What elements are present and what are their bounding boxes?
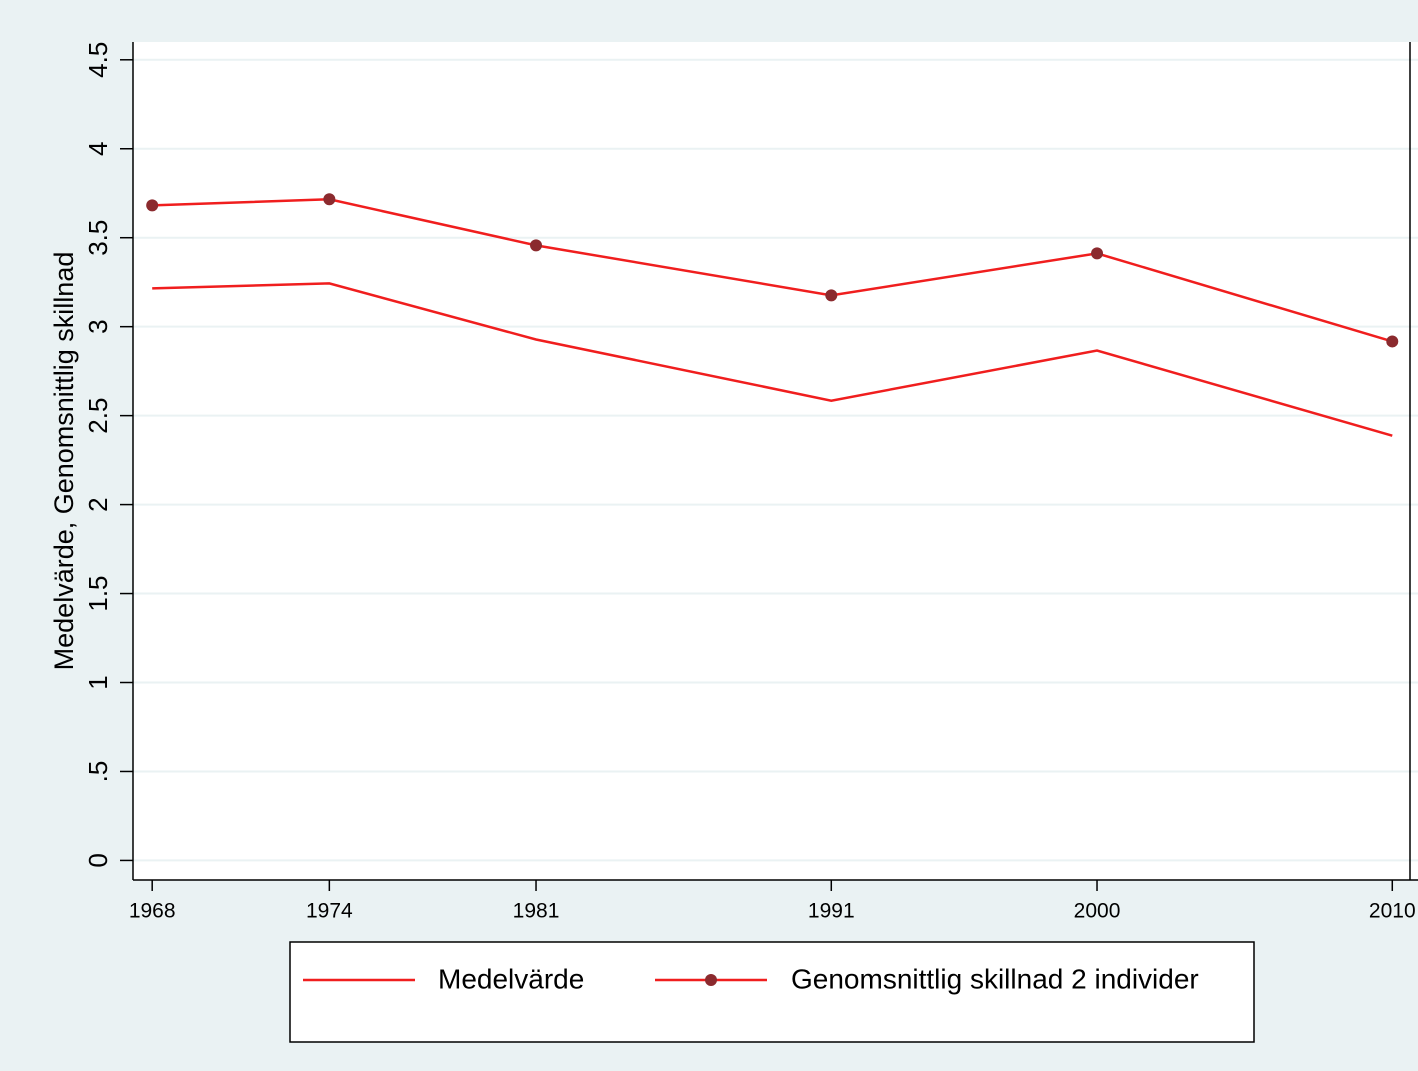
- series-line: [152, 282, 1393, 437]
- x-tick-label: 1981: [513, 900, 560, 923]
- y-tick-label: 4: [83, 142, 113, 156]
- series-line: [152, 198, 1393, 343]
- point: [825, 289, 838, 302]
- x-tick-label: 2010: [1369, 900, 1416, 923]
- y-tick-label: 2: [83, 497, 113, 511]
- legend-label: Genomsnittlig skillnad 2 individer: [791, 963, 1199, 994]
- y-tick-label: 3.5: [83, 220, 113, 256]
- point: [1386, 335, 1399, 348]
- plot-area: [133, 42, 1418, 880]
- point: [1091, 247, 1104, 260]
- legend: [289, 941, 1255, 1043]
- y-tick-label: .5: [83, 761, 113, 783]
- y-tick-label: 2.5: [83, 398, 113, 434]
- x-tick-label: 1991: [808, 900, 855, 923]
- point: [530, 239, 543, 252]
- y-tick-label: 4.5: [83, 42, 113, 78]
- y-axis-title: Medelvärde, Genomsnittlig skillnad: [49, 252, 79, 671]
- point: [146, 199, 159, 212]
- y-tick-label: 1: [83, 675, 113, 689]
- x-tick-label: 1968: [129, 900, 176, 923]
- x-tick-label: 1974: [306, 900, 353, 923]
- y-tick-label: 3: [83, 319, 113, 333]
- legend-marker: [705, 974, 717, 986]
- y-tick-label: 0: [83, 853, 113, 867]
- legend-label: Medelvärde: [438, 963, 584, 994]
- point: [323, 193, 336, 206]
- y-tick-label: 1.5: [83, 575, 113, 611]
- x-tick-label: 2000: [1074, 900, 1121, 923]
